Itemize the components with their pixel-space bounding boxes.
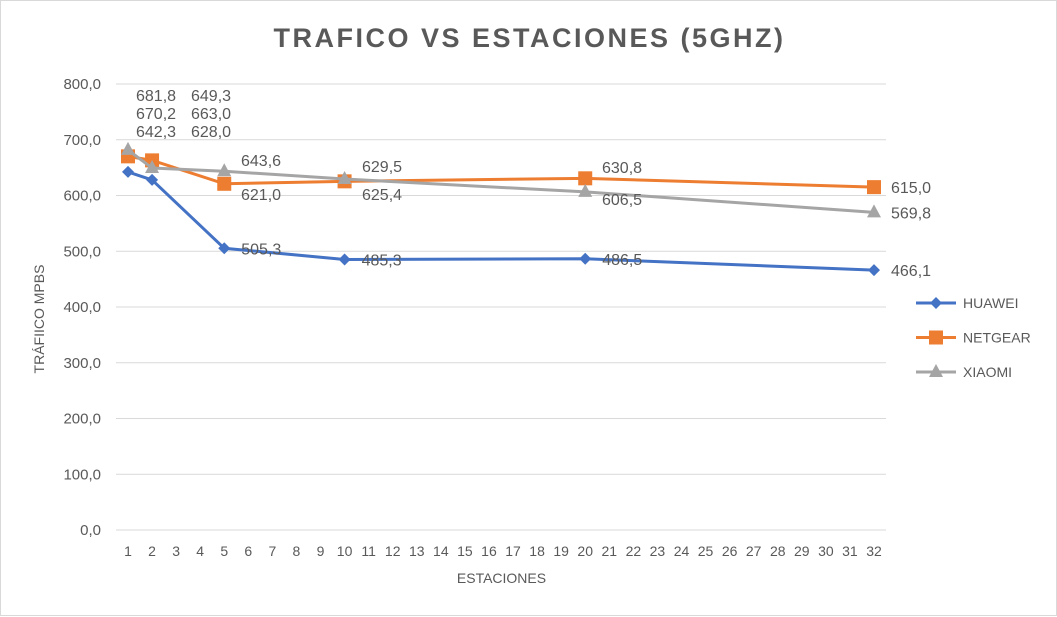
x-tick-label: 32 bbox=[866, 543, 882, 559]
x-tick-label: 28 bbox=[770, 543, 786, 559]
data-point-huawei bbox=[146, 173, 159, 186]
data-point-huawei bbox=[868, 264, 880, 277]
data-label: 466,1 bbox=[891, 263, 931, 280]
data-label: 642,3 bbox=[136, 124, 176, 141]
x-tick-label: 16 bbox=[481, 543, 497, 559]
x-tick-label: 5 bbox=[220, 543, 228, 559]
x-axis-label: ESTACIONES bbox=[1, 570, 1057, 586]
data-point-huawei bbox=[579, 252, 592, 265]
x-tick-label: 27 bbox=[746, 543, 762, 559]
data-point-xiaomi bbox=[121, 141, 135, 155]
x-tick-label: 20 bbox=[577, 543, 593, 559]
data-point-huawei bbox=[338, 253, 351, 266]
y-tick-label: 300,0 bbox=[63, 355, 101, 372]
legend-label-xiaomi: XIAOMI bbox=[963, 364, 1012, 380]
y-tick-label: 800,0 bbox=[63, 76, 101, 93]
x-tick-label: 1 bbox=[124, 543, 132, 559]
data-label: 663,0 bbox=[191, 106, 231, 123]
data-label: 670,2 bbox=[136, 106, 176, 123]
data-label: 625,4 bbox=[362, 187, 402, 204]
data-point-xiaomi bbox=[578, 183, 593, 197]
data-point-netgear bbox=[867, 180, 881, 195]
x-tick-label: 6 bbox=[244, 543, 252, 559]
y-tick-label: 400,0 bbox=[63, 299, 101, 316]
data-point-huawei bbox=[218, 242, 231, 255]
y-tick-label: 100,0 bbox=[63, 466, 101, 483]
x-tick-label: 30 bbox=[818, 543, 834, 559]
data-label: 485,3 bbox=[362, 252, 402, 269]
x-tick-label: 2 bbox=[148, 543, 156, 559]
x-tick-label: 9 bbox=[317, 543, 325, 559]
x-tick-label: 4 bbox=[196, 543, 204, 559]
x-tick-label: 10 bbox=[337, 543, 353, 559]
data-point-netgear bbox=[217, 176, 232, 191]
data-point-netgear bbox=[578, 171, 593, 186]
x-tick-label: 12 bbox=[385, 543, 401, 559]
x-axis-label-text: ESTACIONES bbox=[456, 570, 547, 586]
data-label: 628,0 bbox=[191, 124, 231, 141]
data-point-xiaomi bbox=[337, 171, 352, 185]
x-tick-label: 3 bbox=[172, 543, 180, 559]
y-tick-label: 600,0 bbox=[63, 188, 101, 205]
data-label: 569,8 bbox=[891, 205, 931, 222]
data-label: 621,0 bbox=[241, 187, 281, 204]
x-tick-label: 21 bbox=[602, 543, 618, 559]
legend-label-huawei: HUAWEI bbox=[963, 295, 1018, 311]
data-label: 606,5 bbox=[602, 192, 642, 209]
x-tick-label: 8 bbox=[293, 543, 301, 559]
data-point-xiaomi bbox=[867, 204, 881, 218]
data-label: 681,8 bbox=[136, 88, 176, 105]
legend-marker-huawei bbox=[930, 297, 942, 309]
x-tick-label: 24 bbox=[674, 543, 690, 559]
x-tick-label: 31 bbox=[842, 543, 858, 559]
data-label: 629,5 bbox=[362, 159, 402, 176]
x-tick-label: 19 bbox=[553, 543, 569, 559]
x-tick-label: 25 bbox=[698, 543, 714, 559]
legend-marker-xiaomi bbox=[929, 364, 943, 377]
x-tick-label: 23 bbox=[650, 543, 666, 559]
data-label: 649,3 bbox=[191, 88, 231, 105]
data-point-xiaomi bbox=[217, 163, 232, 177]
legend-marker-netgear bbox=[929, 330, 943, 345]
x-tick-label: 26 bbox=[722, 543, 738, 559]
x-tick-label: 22 bbox=[626, 543, 642, 559]
data-label: 615,0 bbox=[891, 180, 931, 197]
data-label: 643,6 bbox=[241, 153, 281, 170]
x-tick-label: 7 bbox=[268, 543, 276, 559]
data-label: 505,3 bbox=[241, 241, 281, 258]
x-tick-label: 18 bbox=[529, 543, 545, 559]
data-label: 630,8 bbox=[602, 160, 642, 177]
data-point-xiaomi bbox=[145, 160, 160, 174]
y-tick-label: 200,0 bbox=[63, 411, 101, 428]
x-tick-label: 13 bbox=[409, 543, 425, 559]
y-tick-label: 500,0 bbox=[63, 243, 101, 260]
legend-label-netgear: NETGEAR bbox=[963, 330, 1031, 346]
x-tick-label: 14 bbox=[433, 543, 449, 559]
x-tick-label: 17 bbox=[505, 543, 521, 559]
y-tick-label: 0,0 bbox=[80, 522, 101, 539]
data-point-huawei bbox=[122, 165, 134, 178]
series-line-xiaomi bbox=[127, 148, 875, 214]
chart-title: TRAFICO VS ESTACIONES (5GHZ) bbox=[273, 23, 786, 53]
y-tick-label: 700,0 bbox=[63, 132, 101, 149]
x-tick-label: 29 bbox=[794, 543, 810, 559]
x-tick-label: 15 bbox=[457, 543, 473, 559]
data-label: 486,5 bbox=[602, 252, 642, 269]
x-tick-label: 11 bbox=[361, 543, 376, 559]
